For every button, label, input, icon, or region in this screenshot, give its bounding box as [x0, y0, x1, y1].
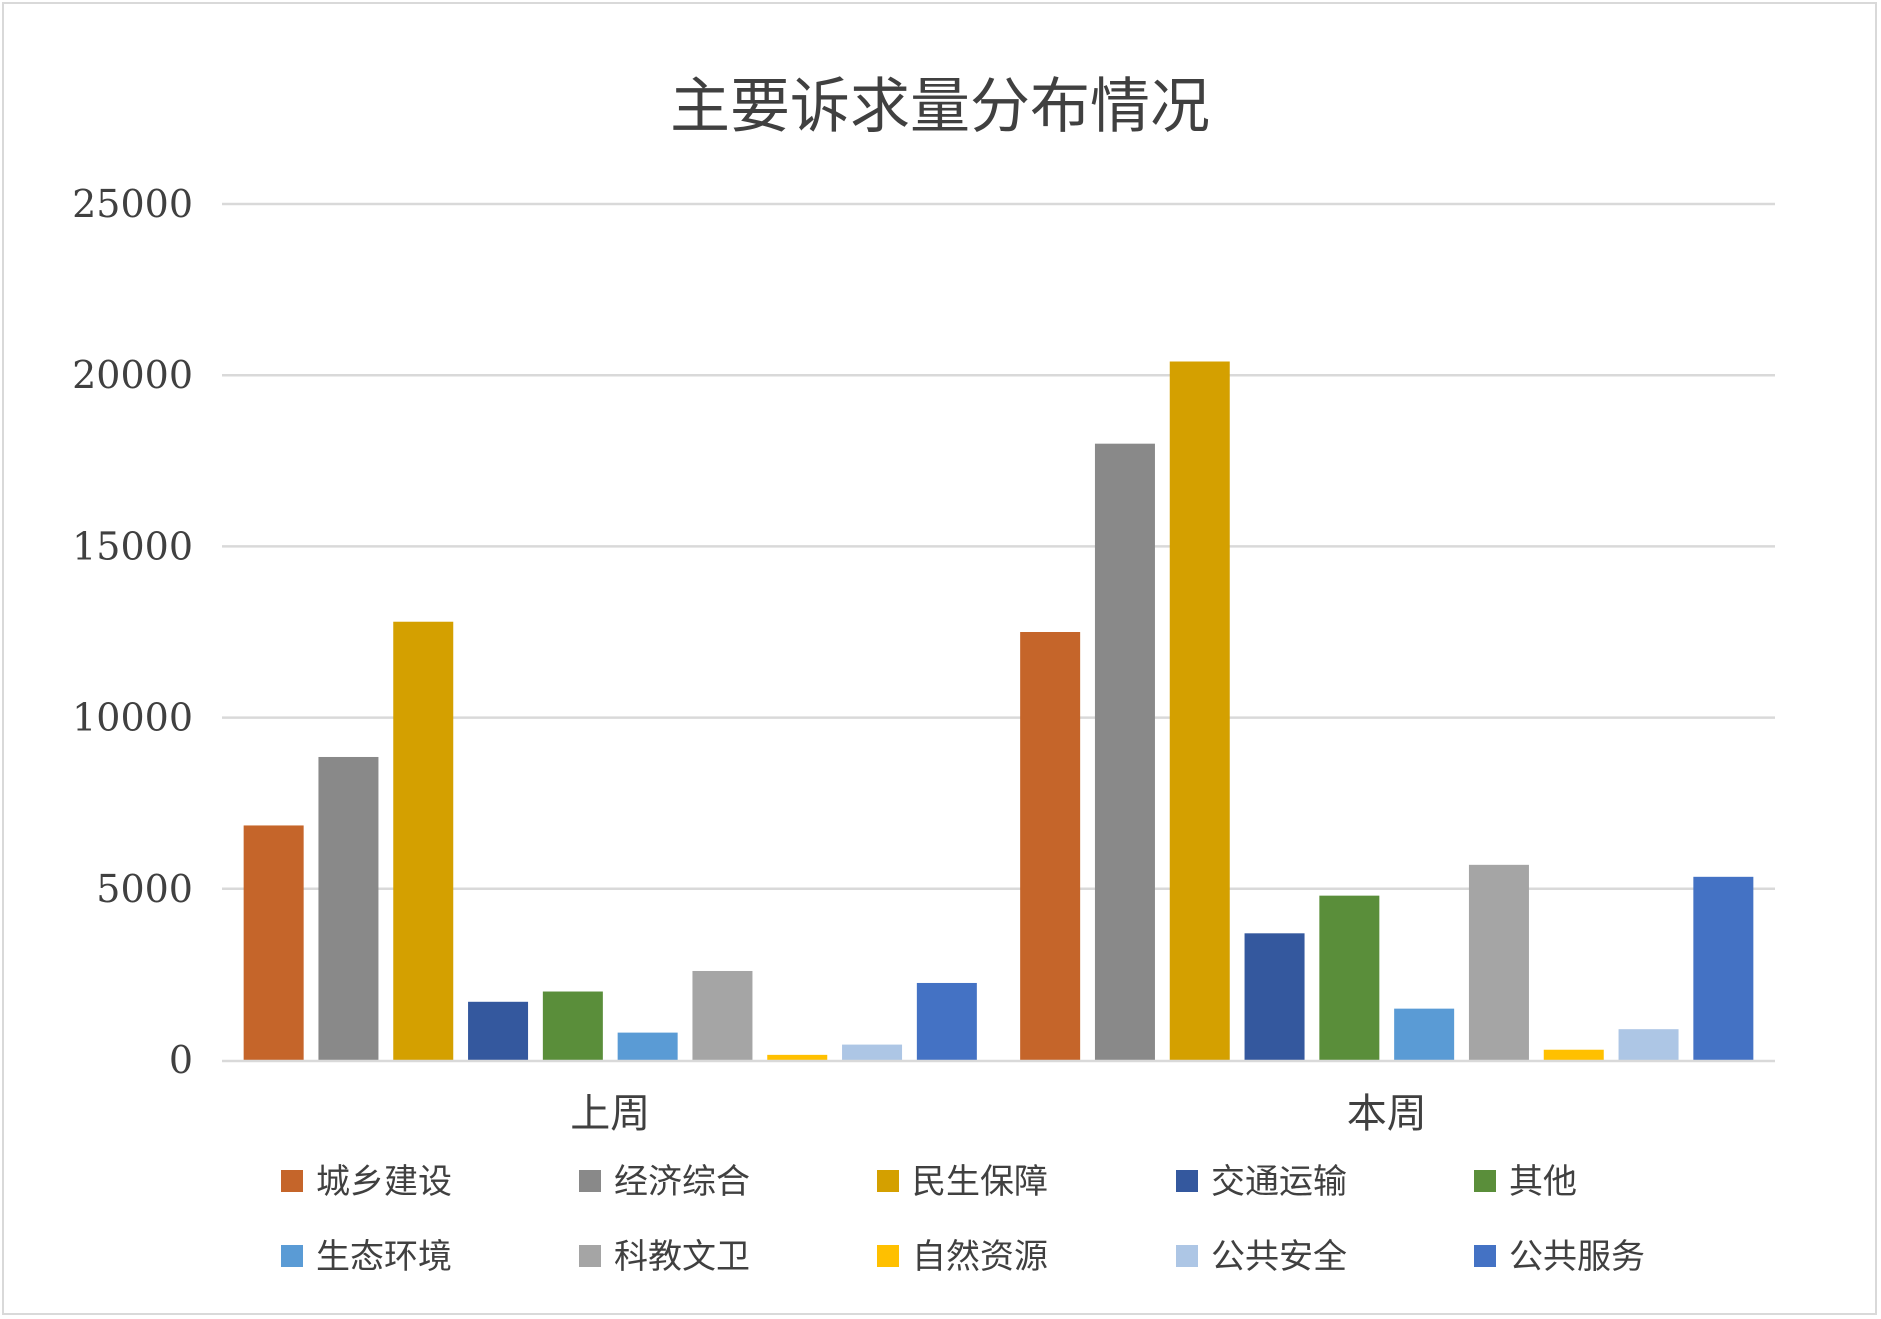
legend-label: 生态环境 [316, 1237, 452, 1277]
x-category-label: 上周 [570, 1091, 650, 1137]
bar [1543, 1049, 1604, 1060]
bars [243, 361, 1754, 1060]
legend-label: 民生保障 [912, 1162, 1048, 1202]
legend-item: 城乡建设 [281, 1162, 452, 1202]
bar [1169, 361, 1230, 1060]
bar [542, 991, 603, 1060]
legend-item: 民生保障 [877, 1162, 1048, 1202]
bar [1094, 443, 1155, 1060]
y-tick-label: 10000 [72, 696, 193, 740]
bar [767, 1054, 828, 1060]
legend-item: 自然资源 [877, 1237, 1048, 1277]
legend-item: 交通运输 [1176, 1162, 1347, 1202]
y-tick-label: 20000 [72, 353, 193, 397]
legend-swatch [281, 1245, 303, 1267]
legend-item: 经济综合 [579, 1162, 750, 1202]
bar [617, 1032, 678, 1060]
legend-label: 公共服务 [1509, 1237, 1645, 1277]
gridlines [222, 202, 1775, 891]
legend-swatch [579, 1170, 601, 1192]
y-tick-label: 15000 [72, 524, 193, 568]
x-axis-categories: 上周 本周 [570, 1091, 1427, 1137]
bar [1244, 933, 1305, 1060]
bar [692, 970, 753, 1060]
y-axis-ticks: 0 5000 10000 15000 20000 25000 [72, 182, 193, 1082]
bar [1618, 1029, 1679, 1060]
bar [916, 982, 977, 1060]
legend-swatch [281, 1170, 303, 1192]
bar [1394, 1008, 1455, 1060]
legend-label: 公共安全 [1211, 1237, 1347, 1277]
bar [1468, 864, 1529, 1060]
chart-title: 主要诉求量分布情况 [670, 72, 1210, 142]
legend-label: 经济综合 [614, 1162, 750, 1202]
bar [1020, 632, 1081, 1060]
legend-item: 其他 [1474, 1162, 1577, 1202]
legend-label: 其他 [1509, 1162, 1577, 1202]
legend-swatch [1474, 1245, 1496, 1267]
bar [318, 756, 379, 1060]
legend-item: 生态环境 [281, 1237, 452, 1277]
bar [468, 1001, 529, 1060]
x-category-label: 本周 [1347, 1091, 1427, 1137]
y-tick-label: 25000 [72, 182, 193, 226]
bar [243, 825, 304, 1060]
legend-swatch [877, 1170, 899, 1192]
legend-item: 公共服务 [1474, 1237, 1645, 1277]
bar [1319, 895, 1380, 1060]
legend-swatch [579, 1245, 601, 1267]
bar [1693, 876, 1754, 1060]
legend-swatch [877, 1245, 899, 1267]
legend-label: 自然资源 [912, 1237, 1048, 1277]
legend-label: 交通运输 [1211, 1162, 1347, 1202]
legend-swatch [1176, 1245, 1198, 1267]
legend-swatch [1176, 1170, 1198, 1192]
bar [842, 1044, 903, 1060]
legend-item: 公共安全 [1176, 1237, 1347, 1277]
legend-label: 城乡建设 [316, 1162, 452, 1202]
legend-item: 科教文卫 [579, 1237, 750, 1277]
bar [393, 621, 454, 1060]
legend-label: 科教文卫 [614, 1237, 750, 1277]
y-tick-label: 5000 [96, 867, 193, 911]
y-tick-label: 0 [169, 1038, 193, 1082]
legend-swatch [1474, 1170, 1496, 1192]
